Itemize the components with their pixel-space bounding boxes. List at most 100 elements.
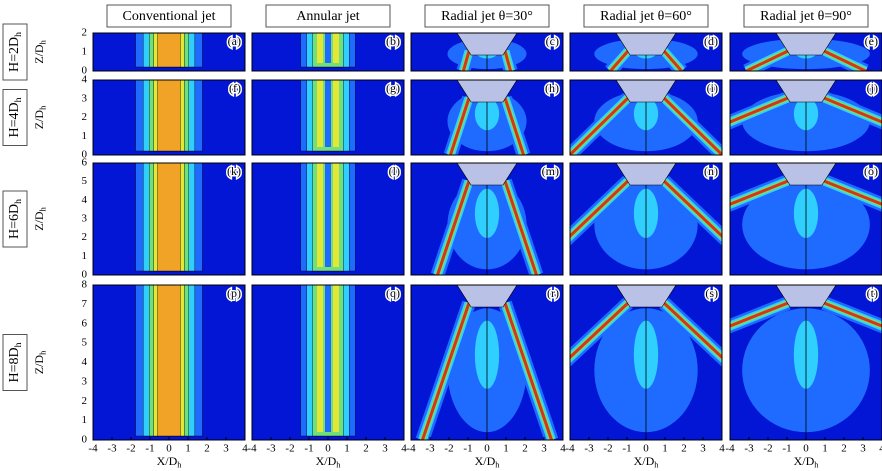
row-label-main: H=2D xyxy=(7,37,22,72)
y-axis-label: Z/Dh xyxy=(32,105,48,129)
panel-frame xyxy=(729,79,882,156)
y-axis-label: Z/Dh xyxy=(32,206,48,230)
y-axis-label-main: Z/D xyxy=(32,110,46,130)
contour xyxy=(333,33,339,63)
x-axis-label: X/Dh xyxy=(157,454,183,470)
x-tick-label: -2 xyxy=(444,443,453,455)
jet-strand xyxy=(823,49,867,71)
jet-strand xyxy=(609,50,630,71)
x-tick-label: 4 xyxy=(242,443,248,455)
y-tick-label: 3 xyxy=(82,375,88,387)
panel-frame xyxy=(251,32,405,72)
row-label-main: H=4D xyxy=(7,102,22,137)
contour-field xyxy=(411,163,563,275)
x-tick-label: 0 xyxy=(325,443,331,455)
jet-strand xyxy=(570,301,630,360)
panel-label: (b) xyxy=(386,34,400,48)
y-tick-label: 0 xyxy=(82,434,88,446)
x-tick-label: -2 xyxy=(603,443,612,455)
x-axis-label-sub: h xyxy=(336,461,341,470)
panel-label: (r) xyxy=(547,286,559,300)
contour xyxy=(333,285,339,432)
x-tick-label: 1 xyxy=(662,443,668,455)
contour xyxy=(157,285,181,437)
contour xyxy=(333,80,339,147)
contour-field xyxy=(570,33,722,71)
y-tick-label: 5 xyxy=(82,175,88,187)
row-label-main: H=6D xyxy=(7,204,22,239)
x-tick-label: -1 xyxy=(782,443,791,455)
panel-frame xyxy=(410,79,564,156)
x-tick-label: 4 xyxy=(401,443,407,455)
contour xyxy=(157,80,181,152)
x-tick-label: 4 xyxy=(560,443,566,455)
contour-field xyxy=(570,163,722,275)
x-tick-label: -3 xyxy=(744,443,754,455)
x-tick-label: 4 xyxy=(719,443,725,455)
contour-field xyxy=(570,285,722,440)
jet-strand xyxy=(662,301,722,360)
contour-field xyxy=(93,285,245,440)
jet-strand xyxy=(823,179,882,206)
panel-label: (j) xyxy=(867,81,878,95)
panel-label: (t) xyxy=(867,286,878,300)
jet-strand xyxy=(436,180,471,275)
nozzle xyxy=(456,285,518,308)
nozzle xyxy=(456,163,518,186)
y-axis-label-main: Z/D xyxy=(32,211,46,231)
y-tick-label: 4 xyxy=(82,194,88,206)
contour xyxy=(157,33,181,68)
panel-label: (q) xyxy=(386,286,400,300)
y-tick-label: 1 xyxy=(82,46,88,58)
x-tick-label: -2 xyxy=(763,443,772,455)
y-axis-label: Z/Dh xyxy=(32,350,48,374)
x-axis-label-sub: h xyxy=(654,461,659,470)
jet-strand xyxy=(662,50,683,71)
column-header-box xyxy=(743,4,869,28)
nozzle xyxy=(615,163,677,186)
y-tick-label: 1 xyxy=(82,414,88,426)
x-tick-label: 3 xyxy=(382,443,388,455)
contour xyxy=(325,80,331,147)
y-axis-label-sub: h xyxy=(39,350,48,355)
y-tick-label: 6 xyxy=(82,317,88,329)
x-tick-label: 3 xyxy=(223,443,229,455)
panel-label: (a) xyxy=(228,34,241,48)
jet-strand xyxy=(730,179,789,206)
panel-label: (h) xyxy=(545,81,559,95)
y-tick-label: 7 xyxy=(82,298,88,310)
nozzle xyxy=(775,33,837,56)
contour-field xyxy=(411,33,563,71)
y-axis-label-sub: h xyxy=(39,105,48,110)
row-label: H=6Dh xyxy=(7,199,24,239)
contour-field xyxy=(730,80,882,155)
panel-frame xyxy=(569,162,723,276)
panel-label: (l) xyxy=(389,164,400,178)
row-label-box xyxy=(2,89,28,146)
panel-frame xyxy=(251,162,405,276)
jet-strand xyxy=(503,302,553,440)
column-header: Radial jet θ=90° xyxy=(760,9,852,24)
y-tick-label: 5 xyxy=(82,337,88,349)
x-tick-label: 0 xyxy=(643,443,649,455)
x-axis-label-sub: h xyxy=(177,461,182,470)
jet-strand xyxy=(570,179,630,239)
y-tick-label: 6 xyxy=(82,157,88,169)
row-label: H=2Dh xyxy=(7,32,24,72)
x-tick-label: -2 xyxy=(285,443,294,455)
x-tick-label: 2 xyxy=(681,443,687,455)
jet-strand xyxy=(730,96,789,124)
y-tick-label: 0 xyxy=(82,149,88,161)
x-tick-label: 3 xyxy=(700,443,706,455)
nozzle xyxy=(775,285,837,308)
nozzle xyxy=(775,80,837,103)
contour-field xyxy=(93,163,245,275)
row-label-box xyxy=(2,23,28,81)
contour-field xyxy=(252,285,404,440)
contour-field xyxy=(570,80,722,155)
x-tick-label: 3 xyxy=(860,443,866,455)
y-axis-label-sub: h xyxy=(39,39,48,44)
panel-frame xyxy=(410,162,564,276)
y-tick-label: 4 xyxy=(82,356,88,368)
contour xyxy=(317,33,323,63)
